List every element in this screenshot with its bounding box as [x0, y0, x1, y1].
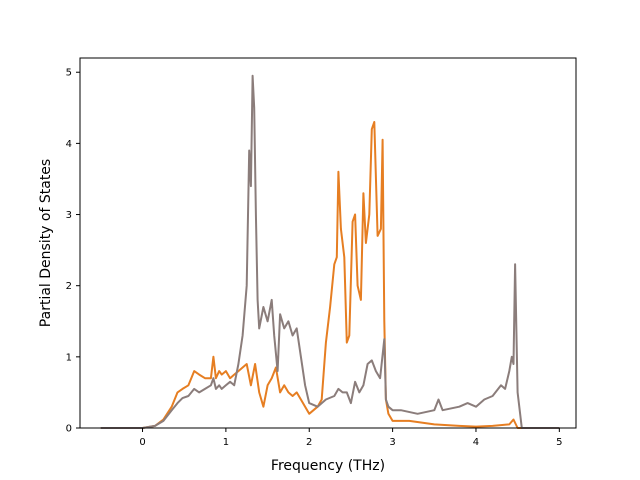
- x-tick-label: 0: [139, 437, 145, 448]
- y-axis-label: Partial Density of States: [38, 159, 54, 327]
- y-tick-label: 2: [66, 281, 72, 292]
- series-line-2: [100, 74, 560, 429]
- x-tick-label: 3: [389, 437, 395, 448]
- y-tick-label: 4: [66, 139, 72, 150]
- x-tick-label: 5: [556, 437, 562, 448]
- y-tick-label: 3: [66, 210, 72, 221]
- x-tick-label: 1: [223, 437, 229, 448]
- plot-frame: [79, 57, 577, 429]
- x-tick-label: 4: [473, 437, 479, 448]
- x-axis-label: Frequency (THz): [271, 458, 385, 474]
- y-tick-label: 5: [66, 68, 72, 79]
- series-lines: [100, 74, 560, 429]
- y-tick-label: 1: [66, 352, 72, 363]
- series-line-1: [100, 121, 560, 429]
- x-axis-ticks: 0 1 2 3 4 5: [139, 428, 563, 448]
- x-tick-label: 2: [306, 437, 312, 448]
- y-axis-ticks: 0 1 2 3 4 5: [66, 68, 80, 435]
- y-tick-label: 0: [66, 424, 72, 435]
